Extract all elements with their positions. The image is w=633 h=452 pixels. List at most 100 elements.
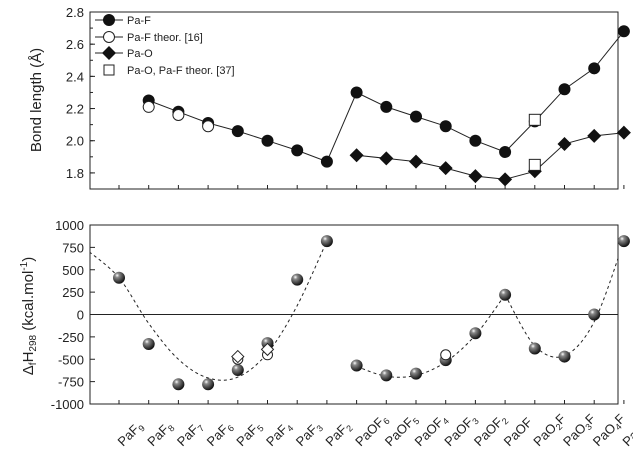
enthalpy-point xyxy=(320,235,333,248)
enthalpy-point xyxy=(350,359,363,372)
category-label: PaO3F xyxy=(560,411,600,451)
category-label: PaF8 xyxy=(144,418,176,450)
enthalpy-point xyxy=(617,235,630,248)
category-labels: PaF9PaF8PaF7PaF6PaF5PaF4PaF3PaF2PaOF6PaO… xyxy=(115,411,633,451)
enthalpy-point xyxy=(172,378,185,391)
top-y-axis: 1.8 2.0 2.2 2.4 2.6 2.8 xyxy=(66,5,95,190)
bottom-panel: -1000 -750 -500 -250 0 250 500 750 1000 ΔfH298 (… xyxy=(19,218,633,451)
enthalpy-theor-diamond xyxy=(260,342,275,357)
pa-f-point xyxy=(499,145,512,158)
category-label: PaF4 xyxy=(263,418,295,450)
top-y-axis-title: Bond length (Å) xyxy=(28,48,45,152)
top-legend: Pa-F Pa-F theor. [16] Pa-O Pa-O, Pa-F theor… xyxy=(95,14,235,77)
pa-o-point xyxy=(498,172,513,187)
pa-f-point xyxy=(231,125,244,138)
legend-label: Pa-O xyxy=(127,48,153,60)
top-plot-frame xyxy=(89,11,619,190)
enthalpy-point xyxy=(291,273,304,286)
pa-f-point xyxy=(617,25,630,38)
legend-marker xyxy=(103,31,115,43)
category-label: PaOF5 xyxy=(382,411,422,451)
pa-f-theor-point xyxy=(142,100,155,113)
legend-label: Pa-O, Pa-F theor. [37] xyxy=(127,65,235,77)
pa-o-point xyxy=(587,128,602,143)
top-y-tick-label: 2.8 xyxy=(66,5,84,20)
bottom-series-markers xyxy=(113,235,630,391)
bottom-y-tick-label: 0 xyxy=(77,308,84,323)
pa-o-point xyxy=(379,151,394,166)
enthalpy-point xyxy=(558,350,571,363)
category-label: PaF2 xyxy=(322,418,354,450)
pa-f-point xyxy=(380,100,393,113)
pa-o-point xyxy=(468,169,483,184)
enthalpy-point xyxy=(588,308,601,321)
enthalpy-point xyxy=(231,363,244,376)
category-label: PaO2F xyxy=(530,411,570,451)
bottom-y-tick-label: 250 xyxy=(62,285,84,300)
bottom-y-tick-label: -750 xyxy=(58,375,84,390)
pa-f-point xyxy=(410,110,422,123)
pa-o-point xyxy=(349,148,364,163)
enthalpy-point xyxy=(113,271,125,284)
pa-o-point xyxy=(438,161,453,176)
pa-f-theor-point xyxy=(172,108,185,121)
legend-marker xyxy=(103,14,115,26)
enthalpy-point xyxy=(469,327,482,340)
category-label: PaOF2 xyxy=(471,411,511,451)
top-y-tick-label: 2.2 xyxy=(66,102,84,117)
top-y-tick-label: 2.6 xyxy=(66,37,84,52)
bottom-y-axis-title: ΔfH298 (kcal.mol-1) xyxy=(19,257,39,375)
top-y-tick-label: 1.8 xyxy=(66,166,84,181)
bottom-y-axis: -1000 -750 -500 -250 0 250 500 750 1000 xyxy=(51,218,625,412)
enthalpy-point xyxy=(528,342,541,355)
pa-f-point xyxy=(320,155,333,168)
bottom-y-tick-label: 500 xyxy=(62,263,84,278)
pa-f-point xyxy=(439,120,452,133)
bottom-y-tick-label: -1000 xyxy=(51,397,84,412)
pa-f-point xyxy=(291,144,304,157)
enthalpy-point xyxy=(380,369,393,382)
top-series-line xyxy=(356,92,506,153)
legend-label: Pa-F xyxy=(127,15,151,27)
pa-o-pa-f-theor-point xyxy=(528,158,541,171)
enthalpy-theor-circle xyxy=(440,349,452,361)
pa-o-point xyxy=(616,125,631,140)
legend-marker xyxy=(102,46,116,60)
legend-marker xyxy=(103,64,115,76)
pa-o-point xyxy=(409,154,423,169)
top-series-line xyxy=(356,132,624,180)
category-label: PaF6 xyxy=(204,418,236,450)
bottom-y-tick-label: 750 xyxy=(62,240,84,255)
top-panel: 1.82.02.22.42.62.8 Bond length (Å) Pa-FP… xyxy=(28,5,631,190)
pa-f-point xyxy=(469,134,482,147)
category-label: PaOF4 xyxy=(412,411,452,451)
category-label: PaO4F xyxy=(590,411,630,451)
pa-f-point xyxy=(261,134,274,147)
enthalpy-point xyxy=(410,367,422,380)
bottom-fit-curves xyxy=(90,240,618,381)
fit-curve xyxy=(504,256,618,358)
top-series-line xyxy=(148,92,358,163)
enthalpy-theor-diamond xyxy=(231,349,245,364)
bottom-y-tick-label: 1000 xyxy=(55,218,84,233)
pa-f-theor-point xyxy=(202,120,215,133)
category-label: PaF5 xyxy=(233,418,265,450)
pa-f-point xyxy=(588,62,601,75)
bottom-y-tick-label: -250 xyxy=(58,330,84,345)
fit-curve xyxy=(356,294,506,378)
top-y-tick-label: 2.0 xyxy=(66,134,84,149)
category-label: PaF3 xyxy=(293,418,325,450)
bottom-y-tick-label: -500 xyxy=(58,352,84,367)
category-label: PaOF6 xyxy=(352,411,392,451)
pa-o-point xyxy=(557,136,572,151)
top-y-tick-label: 2.4 xyxy=(66,69,84,84)
category-label: PaF7 xyxy=(174,418,206,450)
pa-o-pa-f-theor-point xyxy=(528,113,541,126)
top-series-lines xyxy=(118,30,625,189)
legend-label: Pa-F theor. [16] xyxy=(127,32,203,44)
enthalpy-point xyxy=(202,378,215,391)
category-label: PaF9 xyxy=(115,418,147,450)
top-series-markers xyxy=(142,25,631,187)
fit-curve xyxy=(90,240,328,381)
